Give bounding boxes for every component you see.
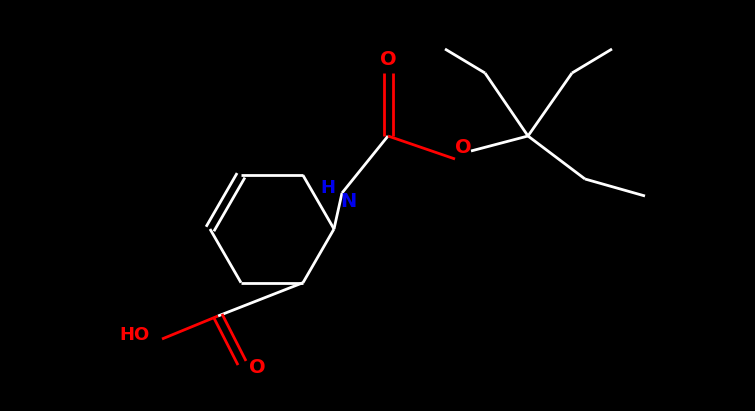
Text: H: H [321, 179, 335, 197]
Text: HO: HO [119, 326, 149, 344]
Text: O: O [455, 138, 471, 157]
Text: O: O [248, 358, 265, 376]
Text: O: O [380, 49, 396, 69]
Text: N: N [340, 192, 356, 210]
